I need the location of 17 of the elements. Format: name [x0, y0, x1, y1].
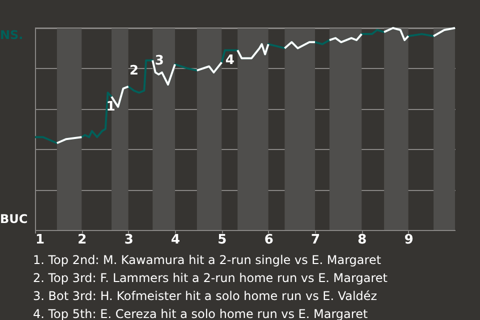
annotation: 1: [106, 100, 116, 115]
x-tick-label: 4: [170, 232, 180, 248]
text: 3. Bot 3rd: H. Kofmeister hit a solo home run vs E. Valdéz: [33, 289, 378, 303]
text: 2. Top 3rd: F. Lammers hit a 2-run home run vs E. Margaret: [33, 271, 388, 285]
x-tick-label: 1: [36, 232, 45, 248]
x-tick-label: 9: [404, 232, 414, 248]
annotation: 2: [130, 63, 139, 78]
x-tick-label: 5: [218, 232, 227, 248]
annotation: 3: [154, 53, 164, 68]
x-tick-label: 6: [264, 232, 274, 248]
text: 1. Top 2nd: M. Kawamura hit a 2-run single vs E. Margaret: [33, 253, 382, 267]
x-tick-label: 7: [310, 232, 320, 248]
x-tick-label: 3: [124, 232, 134, 248]
x-tick-label: 8: [358, 232, 367, 248]
annotation: 4: [225, 53, 234, 68]
text: BUC: [0, 212, 28, 226]
x-tick-label: 2: [78, 232, 87, 248]
